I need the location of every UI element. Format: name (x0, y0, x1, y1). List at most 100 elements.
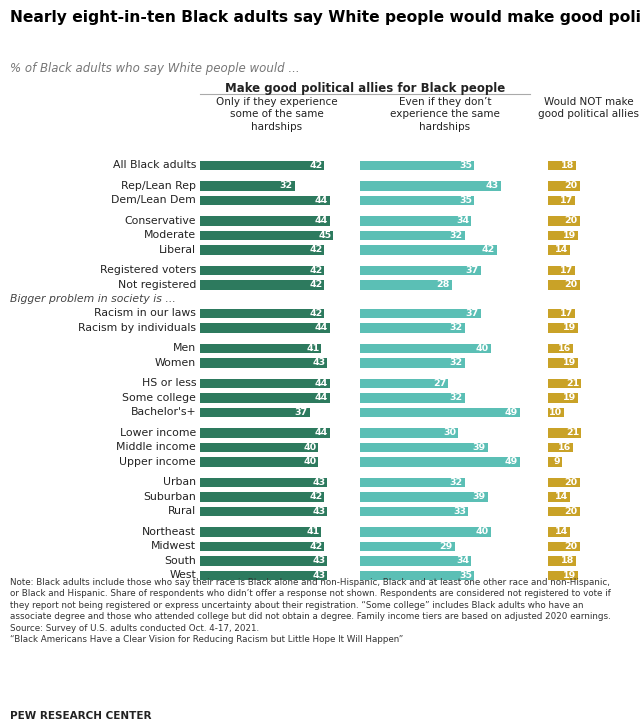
Bar (548, 308, 575, 318)
Bar (548, 443, 573, 452)
Bar (548, 265, 575, 275)
Text: 20: 20 (564, 542, 577, 551)
Bar (200, 379, 330, 388)
Bar (360, 478, 465, 487)
Bar (200, 161, 324, 170)
Text: Not registered: Not registered (118, 280, 196, 290)
Text: 43: 43 (312, 478, 325, 487)
Bar (200, 428, 330, 438)
Bar (360, 393, 465, 403)
Text: West: West (169, 570, 196, 580)
Text: Urban: Urban (163, 477, 196, 487)
Bar (200, 245, 324, 254)
Text: 21: 21 (566, 428, 579, 437)
Text: 43: 43 (312, 556, 325, 566)
Bar (200, 181, 295, 190)
Bar (200, 196, 330, 205)
Text: Lower income: Lower income (120, 427, 196, 438)
Bar (360, 181, 500, 190)
Text: 44: 44 (315, 216, 328, 225)
Text: 42: 42 (482, 245, 495, 254)
Text: 32: 32 (449, 393, 463, 402)
Text: 32: 32 (449, 324, 463, 332)
Text: 34: 34 (456, 216, 469, 225)
Bar (548, 492, 570, 502)
Text: 42: 42 (309, 280, 323, 289)
Bar (360, 265, 481, 275)
Bar (548, 556, 577, 566)
Text: 43: 43 (312, 358, 325, 367)
Text: 32: 32 (280, 181, 292, 190)
Text: Bachelor's+: Bachelor's+ (131, 407, 196, 417)
Text: 37: 37 (466, 266, 479, 275)
Bar (200, 343, 321, 353)
Text: 44: 44 (315, 196, 328, 205)
Bar (200, 527, 321, 537)
Text: 40: 40 (303, 443, 316, 451)
Text: 20: 20 (564, 216, 577, 225)
Text: PEW RESEARCH CENTER: PEW RESEARCH CENTER (10, 711, 152, 721)
Bar (548, 216, 580, 225)
Text: Midwest: Midwest (151, 541, 196, 551)
Text: 45: 45 (318, 230, 332, 240)
Text: Note: Black adults include those who say their race is Black alone and non-Hispa: Note: Black adults include those who say… (10, 578, 611, 644)
Text: 32: 32 (449, 358, 463, 367)
Text: % of Black adults who say White people would ...: % of Black adults who say White people w… (10, 62, 300, 75)
Bar (200, 556, 327, 566)
Bar (360, 216, 471, 225)
Text: HS or less: HS or less (141, 378, 196, 388)
Bar (360, 428, 458, 438)
Bar (360, 323, 465, 332)
Text: Make good political allies for Black people: Make good political allies for Black peo… (225, 82, 505, 95)
Text: 41: 41 (306, 344, 319, 353)
Bar (360, 161, 474, 170)
Bar (548, 245, 570, 254)
Bar (200, 393, 330, 403)
Text: Moderate: Moderate (144, 230, 196, 240)
Text: 39: 39 (472, 492, 486, 501)
Text: Men: Men (173, 343, 196, 353)
Text: 33: 33 (453, 507, 466, 515)
Bar (548, 230, 578, 240)
Text: Would NOT make
good political allies: Would NOT make good political allies (538, 97, 639, 119)
Bar (548, 393, 578, 403)
Text: Racism in our laws: Racism in our laws (94, 308, 196, 318)
Bar (548, 323, 578, 332)
Text: 19: 19 (563, 358, 576, 367)
Text: 42: 42 (309, 492, 323, 501)
Bar (548, 571, 578, 580)
Text: 20: 20 (564, 478, 577, 487)
Bar (200, 308, 324, 318)
Text: Nearly eight-in-ten Black adults say White people would make good political alli: Nearly eight-in-ten Black adults say Whi… (10, 10, 640, 25)
Bar (548, 280, 580, 289)
Bar (548, 379, 581, 388)
Text: 37: 37 (294, 408, 308, 417)
Text: 17: 17 (559, 266, 573, 275)
Text: Dem/Lean Dem: Dem/Lean Dem (111, 196, 196, 205)
Bar (548, 196, 575, 205)
Text: 43: 43 (312, 507, 325, 515)
Text: Even if they don’t
experience the same
hardships: Even if they don’t experience the same h… (390, 97, 500, 132)
Bar (548, 527, 570, 537)
Text: 40: 40 (476, 527, 489, 537)
Text: 40: 40 (303, 457, 316, 466)
Bar (360, 457, 520, 467)
Bar (360, 196, 474, 205)
Text: All Black adults: All Black adults (113, 160, 196, 170)
Bar (360, 280, 452, 289)
Bar (360, 492, 488, 502)
Bar (548, 358, 578, 368)
Bar (200, 571, 327, 580)
Bar (360, 408, 520, 417)
Text: 19: 19 (563, 571, 576, 579)
Text: Racism by individuals: Racism by individuals (78, 323, 196, 333)
Bar (200, 443, 319, 452)
Bar (200, 507, 327, 516)
Text: 35: 35 (460, 571, 472, 579)
Text: Only if they experience
some of the same
hardships: Only if they experience some of the same… (216, 97, 338, 132)
Text: 14: 14 (555, 245, 568, 254)
Text: South: South (164, 555, 196, 566)
Text: 44: 44 (315, 428, 328, 437)
Text: 37: 37 (466, 309, 479, 318)
Text: 21: 21 (566, 379, 579, 387)
